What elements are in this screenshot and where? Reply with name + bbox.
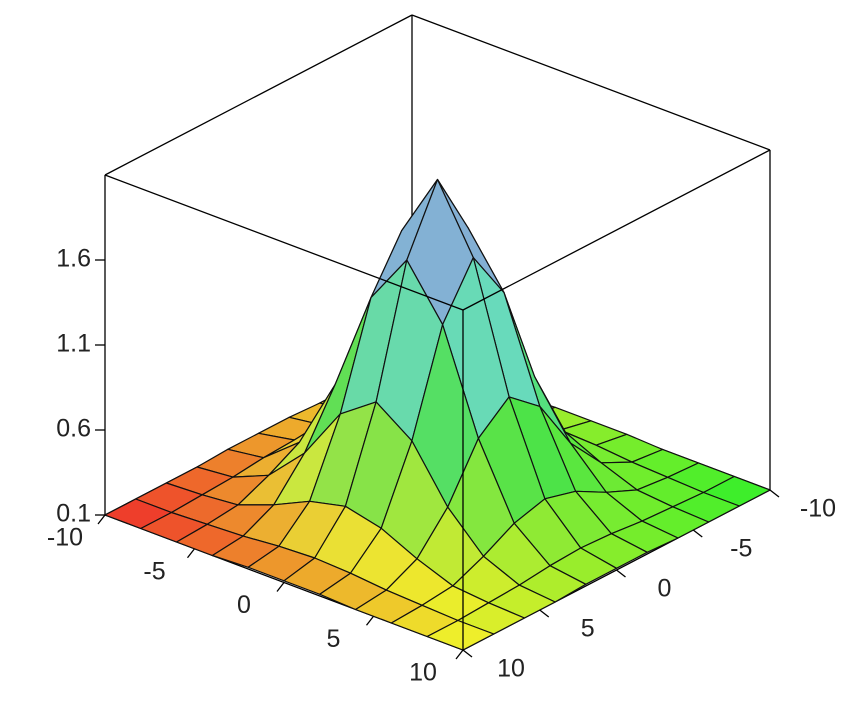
z-tick-label: 0.6 <box>56 415 91 443</box>
z-tick-label: 1.6 <box>56 245 91 273</box>
y-tick-label: -10 <box>800 495 836 523</box>
y-tick <box>462 649 473 658</box>
x-tick-label: 0 <box>237 591 251 619</box>
x-tick <box>276 582 285 592</box>
box-edge <box>411 14 771 151</box>
x-tick <box>455 649 464 660</box>
x-tick <box>365 615 375 626</box>
box-edge <box>104 14 413 176</box>
y-tick-label: -5 <box>730 535 752 563</box>
y-tick <box>539 609 550 618</box>
y-tick <box>692 529 703 538</box>
y-tick <box>769 489 780 498</box>
box-edge <box>462 149 771 311</box>
z-tick-label: 1.1 <box>56 330 91 358</box>
box-edge <box>104 174 464 311</box>
x-tick <box>97 514 106 525</box>
y-tick-label: 5 <box>581 615 595 643</box>
x-tick-label: 5 <box>327 625 341 653</box>
x-tick <box>186 548 196 559</box>
y-tick <box>616 569 626 578</box>
x-tick-label: 10 <box>409 659 437 687</box>
x-tick-label: -5 <box>143 557 165 585</box>
x-tick-label: -10 <box>47 524 83 552</box>
y-tick-label: 10 <box>497 655 525 683</box>
z-tick-label: 0.1 <box>56 500 91 528</box>
y-tick-label: 0 <box>658 575 672 603</box>
